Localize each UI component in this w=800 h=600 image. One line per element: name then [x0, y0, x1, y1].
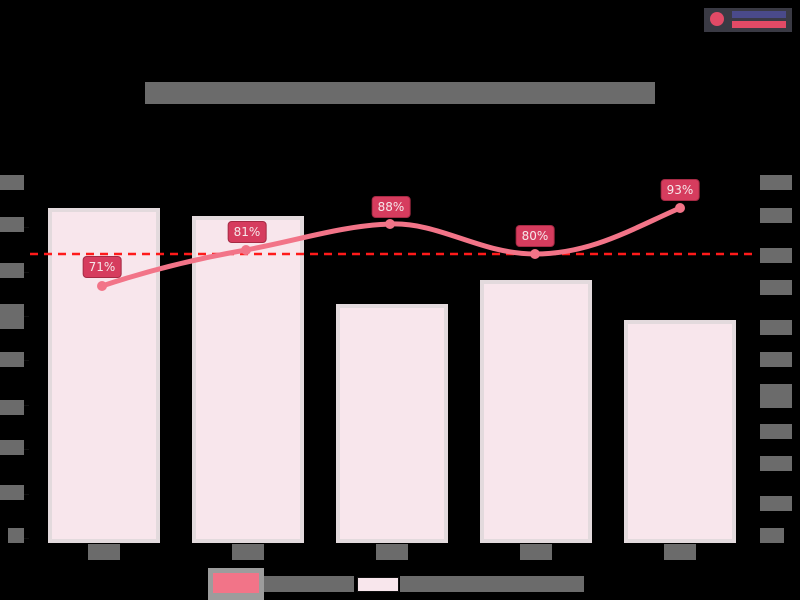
- data-label-1: 81%: [227, 221, 267, 243]
- data-label-3: 80%: [515, 225, 555, 247]
- data-label-2: 88%: [371, 196, 411, 218]
- left-axis-label: [0, 400, 24, 415]
- left-axis-label: [8, 528, 24, 543]
- brand-logo: [704, 8, 792, 32]
- right-axis-label: [760, 280, 792, 295]
- left-axis-label: [0, 263, 24, 278]
- right-axis-label: [760, 175, 792, 190]
- right-axis-label: [760, 528, 784, 543]
- tick: [24, 405, 29, 406]
- x-axis-label: [redacted]: [520, 544, 552, 560]
- legend-swatch-bar[interactable]: [357, 577, 399, 592]
- right-axis-label: [760, 352, 792, 367]
- x-axis-label: [redacted]: [88, 544, 120, 560]
- left-axis-label: [0, 485, 24, 500]
- right-axis-label: [760, 248, 792, 263]
- tick: [24, 494, 29, 495]
- left-axis-label: [0, 175, 24, 190]
- logo-text-line1: [732, 11, 786, 18]
- tick: [24, 449, 29, 450]
- point-0: [97, 281, 107, 291]
- legend-swatch-line[interactable]: [208, 568, 264, 600]
- right-axis-label: [760, 424, 792, 439]
- logo-mark-icon: [710, 12, 724, 26]
- x-axis-label: [redacted]: [376, 544, 408, 560]
- bar-4[interactable]: [624, 320, 736, 543]
- left-axis-label: [0, 304, 24, 329]
- point-4: [675, 203, 685, 213]
- data-label-4: 93%: [660, 179, 700, 201]
- bar-2[interactable]: [336, 304, 448, 543]
- left-axis-label: [0, 440, 24, 455]
- x-axis-label: [redacted]: [232, 544, 264, 560]
- data-label-0: 71%: [82, 256, 122, 278]
- right-axis-label: [760, 208, 792, 223]
- point-2: [385, 219, 395, 229]
- x-axis-label: [redacted]: [664, 544, 696, 560]
- chart-title: [redacted chart title]: [145, 82, 655, 104]
- logo-text-line2: [732, 21, 786, 28]
- right-axis-label: [760, 320, 792, 335]
- tick: [24, 316, 29, 317]
- point-1: [241, 245, 251, 255]
- tick: [24, 227, 29, 228]
- bar-1[interactable]: [192, 216, 304, 543]
- point-3: [530, 249, 540, 259]
- legend-label-bar[interactable]: [redacted]: [400, 576, 584, 592]
- bar-3[interactable]: [480, 280, 592, 543]
- right-axis-label: [760, 496, 792, 511]
- right-axis-label: [760, 384, 792, 408]
- tick: [24, 538, 29, 539]
- legend-label-line[interactable]: [redacted]: [264, 576, 354, 592]
- right-axis-label: [760, 456, 792, 471]
- left-axis-label: [0, 217, 24, 232]
- left-axis-label: [0, 352, 24, 367]
- tick: [24, 272, 29, 273]
- tick: [24, 360, 29, 361]
